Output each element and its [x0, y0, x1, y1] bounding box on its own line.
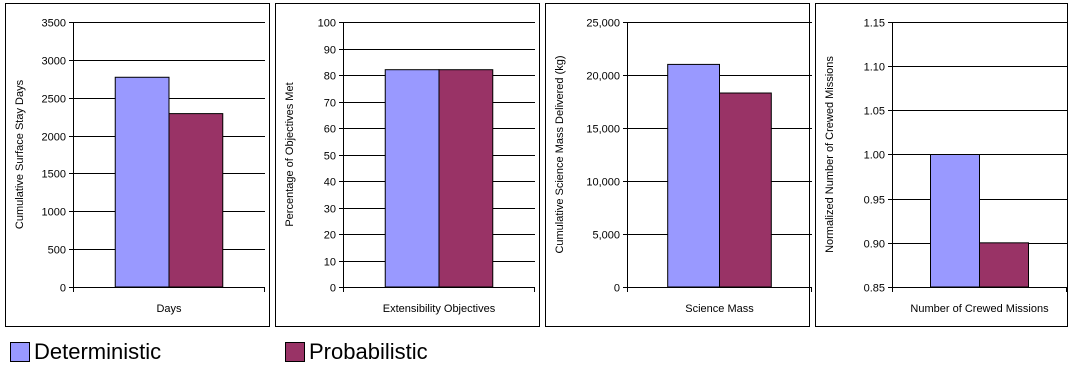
- y-tick-label: 1.10: [864, 62, 885, 74]
- y-tick-label: 70: [324, 98, 336, 110]
- y-tick-label: 40: [324, 177, 336, 189]
- y-tick-label: 25,000: [586, 18, 620, 30]
- y-tick-label: 30: [324, 204, 336, 216]
- legend-item-probabilistic: Probabilistic: [285, 339, 428, 365]
- y-tick-label: 1.00: [864, 150, 885, 162]
- y-tick-label: 2000: [42, 132, 66, 144]
- chart-days: 0 500 1000 1500 2000 2500 3000 3500 Days Cumulati…: [5, 3, 270, 327]
- legend-swatch-deterministic: [10, 342, 30, 362]
- y-tick-label: 3500: [42, 18, 66, 30]
- chart-crewed-missions: 0.85 0.90 0.95 1.00 1.05 1.10 1.15 Number of Cr…: [815, 3, 1068, 327]
- bar-probabilistic: [168, 113, 224, 288]
- y-tick-label: 3000: [42, 56, 66, 68]
- x-axis-label: Extensibility Objectives: [383, 303, 496, 315]
- legend-label-deterministic: Deterministic: [34, 339, 162, 364]
- y-tick-label: 1.15: [864, 18, 885, 30]
- y-tick-label: 0: [614, 283, 620, 295]
- y-tick-label: 5,000: [592, 230, 620, 242]
- y-tick-label: 10,000: [586, 177, 620, 189]
- y-axis-label: Percentage of Objectives Met: [284, 82, 296, 226]
- bar-probabilistic: [979, 242, 1029, 288]
- y-tick-label: 100: [318, 18, 336, 30]
- bar-deterministic: [930, 154, 980, 288]
- y-axis-label: Normalized Number of Crewed Missions: [824, 56, 836, 253]
- y-tick-label: 15,000: [586, 124, 620, 136]
- chart-science-mass: 0 5,000 10,000 15,000 20,000 25,000 Science Ma…: [545, 3, 812, 327]
- bar-deterministic: [114, 76, 170, 288]
- y-tick-label: 1500: [42, 169, 66, 181]
- x-axis-label: Days: [156, 303, 182, 315]
- bar-probabilistic: [438, 69, 494, 288]
- y-tick-label: 60: [324, 124, 336, 136]
- bar-deterministic: [667, 63, 721, 288]
- y-axis-label: Cumulative Surface Stay Days: [14, 79, 26, 229]
- y-tick-label: 50: [324, 151, 336, 163]
- charts-area: 0500100015002000250030003500DaysCumulati…: [5, 3, 1068, 327]
- legend-label-probabilistic: Probabilistic: [309, 339, 428, 364]
- chart-extensibility: 0 10 20 30 40 50 60 70 80 90 100 Extensibility Obje…: [275, 3, 540, 327]
- y-tick-label: 0: [60, 283, 66, 295]
- x-axis-label: Science Mass: [685, 303, 754, 315]
- y-tick-label: 0.90: [864, 239, 885, 251]
- y-tick-label: 2500: [42, 94, 66, 106]
- y-tick-label: 1.05: [864, 106, 885, 118]
- y-axis-label: Cumulative Science Mass Delivered (kg): [554, 55, 566, 253]
- y-tick-label: 1000: [42, 207, 66, 219]
- y-tick-label: 500: [48, 245, 66, 257]
- y-tick-label: 10: [324, 257, 336, 269]
- y-tick-label: 0.95: [864, 195, 885, 207]
- y-tick-label: 0: [330, 283, 336, 295]
- x-axis-label: Number of Crewed Missions: [910, 303, 1049, 315]
- bar-deterministic: [384, 69, 440, 288]
- bar-probabilistic: [719, 92, 772, 288]
- legend-item-deterministic: Deterministic: [10, 339, 161, 365]
- y-tick-label: 20,000: [586, 71, 620, 83]
- legend-swatch-probabilistic: [285, 342, 305, 362]
- y-tick-label: 20: [324, 230, 336, 242]
- y-tick-label: 90: [324, 45, 336, 57]
- y-tick-label: 0.85: [864, 283, 885, 295]
- y-tick-label: 80: [324, 71, 336, 83]
